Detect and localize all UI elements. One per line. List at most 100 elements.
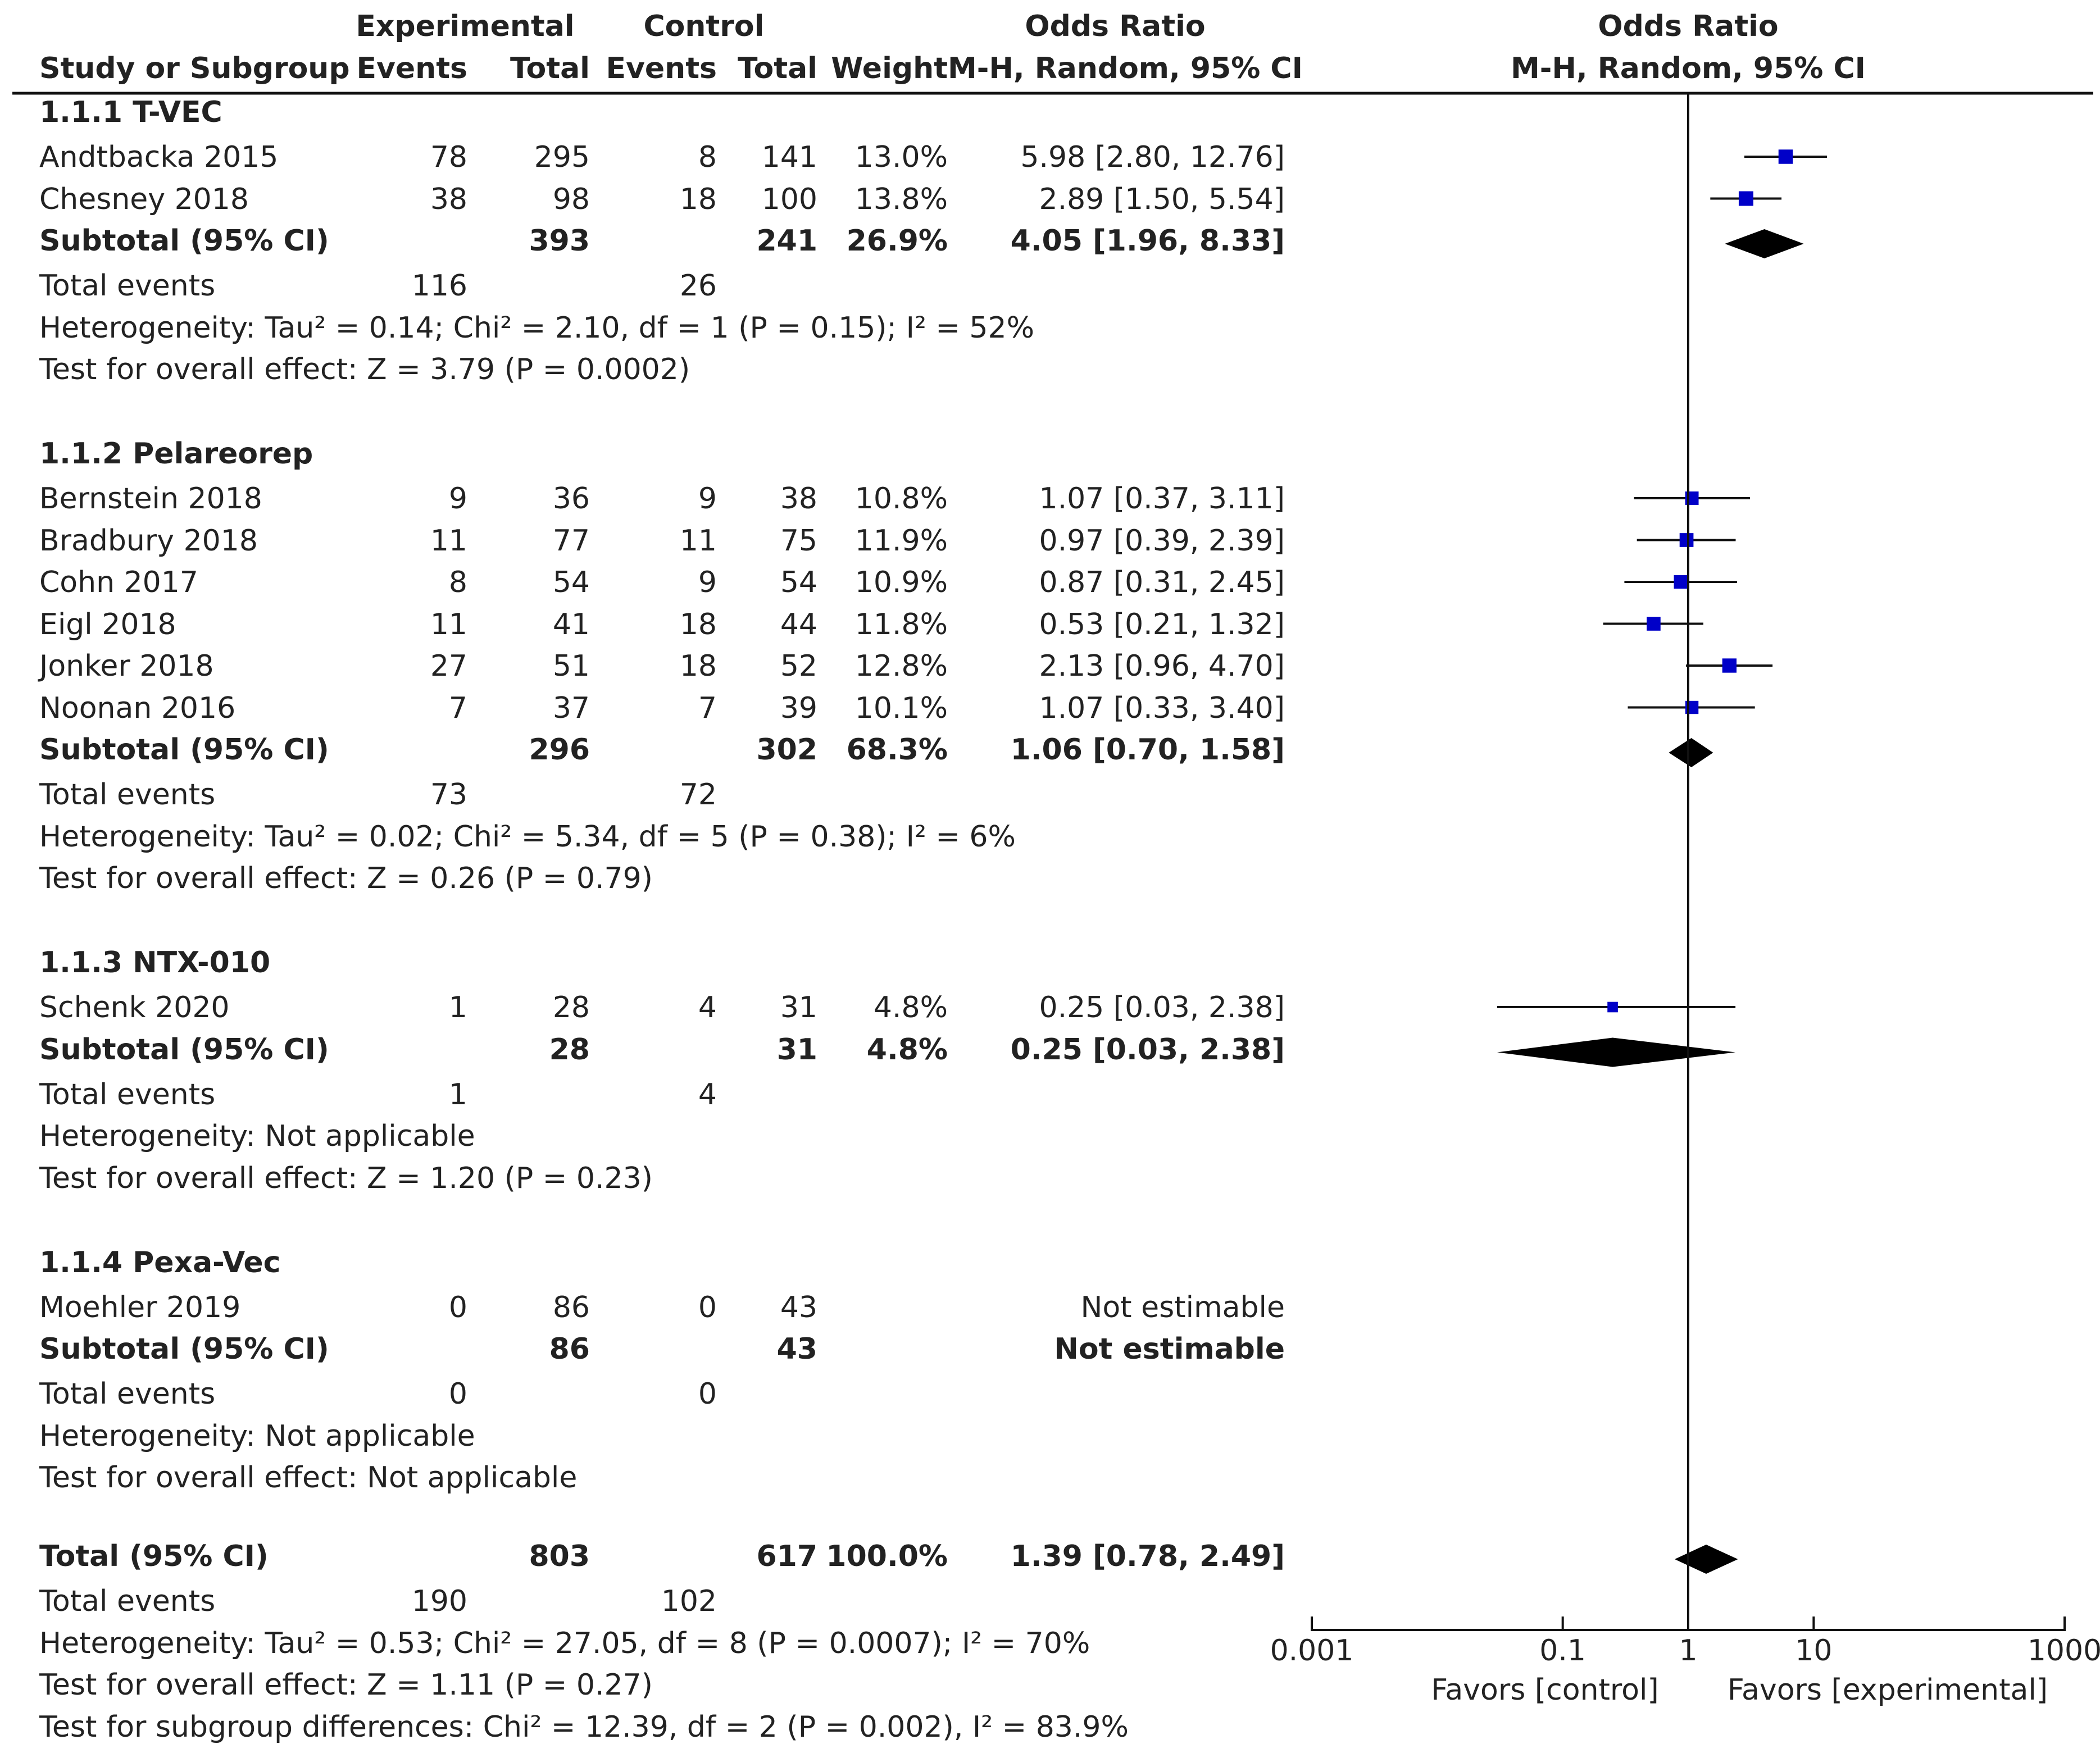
exp-events: 38	[430, 182, 467, 216]
subtotal-label: Subtotal (95% CI)	[39, 1332, 329, 1366]
study-name: Schenk 2020	[39, 991, 230, 1024]
exp-total: 36	[552, 482, 590, 516]
x-tick-label: 10	[1795, 1634, 1833, 1668]
exp-events: 8	[448, 566, 467, 599]
exp-total: 41	[552, 607, 590, 641]
subtotal-label: Subtotal (95% CI)	[39, 1032, 329, 1067]
total-events-exp: 73	[430, 778, 467, 812]
summary-diamond	[1725, 229, 1804, 258]
header-study-or-subgroup: Study or Subgroup	[39, 52, 350, 85]
odds-ratio-ci: Not estimable	[1080, 1290, 1285, 1324]
weight: 13.0%	[854, 140, 948, 174]
exp-events: 11	[430, 607, 467, 641]
study-name: Eigl 2018	[39, 607, 176, 641]
weight: 11.8%	[854, 607, 948, 641]
total-weight: 100.0%	[826, 1540, 948, 1573]
exp-events: 1	[448, 991, 467, 1024]
ctl-total: 52	[780, 649, 817, 683]
weight: 12.8%	[854, 649, 948, 683]
ctl-total: 141	[761, 140, 817, 174]
header-ci: M-H, Random, 95% CI	[948, 52, 1303, 85]
summary-diamond	[1497, 1037, 1736, 1067]
subtotal-ci: 1.06 [0.70, 1.58]	[1010, 733, 1285, 767]
subtotal-ctl-total: 31	[776, 1032, 817, 1067]
exp-events: 0	[448, 1290, 467, 1324]
exp-total: 86	[552, 1290, 590, 1324]
exp-total: 98	[552, 182, 590, 216]
header-experimental: Experimental	[356, 10, 575, 43]
total-events-label: Total events	[39, 1077, 216, 1112]
heterogeneity: Heterogeneity: Tau² = 0.02; Chi² = 5.34,…	[39, 819, 1016, 854]
weight: 10.9%	[854, 566, 948, 599]
subtotal-label: Subtotal (95% CI)	[39, 733, 329, 767]
ctl-total: 38	[780, 482, 817, 516]
odds-ratio-ci: 1.07 [0.33, 3.40]	[1039, 691, 1285, 725]
x-tick-label: 0.001	[1270, 1634, 1354, 1668]
subgroup-differences: Test for subgroup differences: Chi² = 12…	[39, 1710, 1129, 1744]
subtotal-ctl-total: 43	[776, 1332, 817, 1366]
ctl-events: 18	[679, 607, 717, 641]
ctl-total: 43	[780, 1290, 817, 1324]
total-events-exp: 116	[411, 269, 467, 303]
total-label: Total (95% CI)	[39, 1540, 269, 1573]
total-events-ctl: 26	[679, 269, 717, 303]
ctl-events: 8	[698, 140, 717, 174]
study-name: Chesney 2018	[39, 182, 249, 216]
overall-effect: Test for overall effect: Z = 3.79 (P = 0…	[39, 353, 690, 386]
subtotal-weight: 4.8%	[866, 1032, 948, 1067]
overall-effect: Test for overall effect: Z = 1.20 (P = 0…	[39, 1161, 653, 1195]
total-events-ctl: 0	[698, 1377, 717, 1411]
header-odds-ratio: Odds Ratio	[1025, 10, 1206, 43]
favors-control-label: Favors [control]	[1431, 1673, 1659, 1707]
subtotal-label: Subtotal (95% CI)	[39, 224, 329, 258]
total-events-ctl: 4	[698, 1077, 717, 1112]
subtotal-weight: 26.9%	[846, 224, 948, 258]
ctl-events: 18	[679, 182, 717, 216]
study-name: Andtbacka 2015	[39, 140, 279, 174]
point-estimate	[1607, 1001, 1618, 1013]
summary-diamond	[1669, 738, 1713, 767]
subtotal-ci: Not estimable	[1054, 1332, 1285, 1366]
total-events-label: Total events	[39, 1377, 216, 1411]
header-weight: Weight	[831, 52, 948, 85]
study-name: Bernstein 2018	[39, 482, 262, 516]
ctl-events: 11	[679, 523, 717, 558]
header-ctl-events: Events	[606, 52, 717, 85]
header-plot-ci: M-H, Random, 95% CI	[1511, 52, 1866, 85]
total-heterogeneity: Heterogeneity: Tau² = 0.53; Chi² = 27.05…	[39, 1626, 1090, 1660]
ctl-total: 75	[780, 523, 817, 558]
exp-events: 27	[430, 649, 467, 683]
grand-total-events-label: Total events	[39, 1584, 216, 1618]
study-name: Cohn 2017	[39, 566, 198, 599]
heterogeneity: Heterogeneity: Not applicable	[39, 1119, 475, 1153]
study-name: Moehler 2019	[39, 1290, 241, 1324]
total-exp-total: 803	[529, 1540, 590, 1573]
header-control: Control	[643, 10, 765, 43]
weight: 10.8%	[854, 482, 948, 516]
subtotal-ci: 0.25 [0.03, 2.38]	[1010, 1032, 1285, 1067]
total-events-exp: 1	[448, 1077, 467, 1112]
study-name: Noonan 2016	[39, 691, 236, 725]
header-plot-odds-ratio: Odds Ratio	[1598, 10, 1779, 43]
subgroup-title: 1.1.3 NTX-010	[39, 946, 271, 980]
point-estimate	[1722, 658, 1737, 673]
subtotal-ci: 4.05 [1.96, 8.33]	[1010, 224, 1285, 258]
total-events-label: Total events	[39, 778, 216, 812]
header-exp-total: Total	[510, 52, 590, 85]
subtotal-ctl-total: 302	[756, 733, 817, 767]
study-name: Bradbury 2018	[39, 523, 258, 558]
x-tick-label: 0.1	[1539, 1634, 1586, 1668]
ctl-total: 44	[780, 607, 817, 641]
header-exp-events: Events	[356, 52, 467, 85]
subgroup-title: 1.1.1 T-VEC	[39, 95, 222, 129]
weight: 11.9%	[854, 523, 948, 558]
point-estimate	[1738, 191, 1753, 206]
ctl-total: 39	[780, 691, 817, 725]
overall-effect: Test for overall effect: Not applicable	[39, 1461, 578, 1495]
heterogeneity: Heterogeneity: Not applicable	[39, 1419, 475, 1453]
ctl-total: 31	[780, 991, 817, 1024]
weight: 4.8%	[873, 991, 948, 1024]
exp-events: 9	[448, 482, 467, 516]
